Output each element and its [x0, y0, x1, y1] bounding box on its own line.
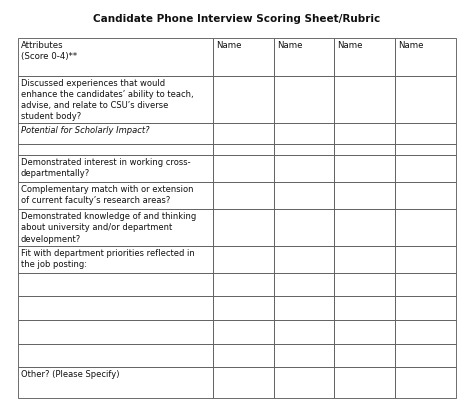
- Text: Name: Name: [398, 41, 424, 50]
- Bar: [213, 320, 273, 344]
- Text: Attributes
(Score 0-4)**: Attributes (Score 0-4)**: [21, 41, 77, 61]
- Text: Potential for Scholarly Impact?: Potential for Scholarly Impact?: [21, 126, 150, 135]
- Bar: [273, 182, 335, 209]
- Bar: [395, 155, 456, 182]
- Bar: [18, 123, 213, 144]
- Bar: [18, 296, 213, 320]
- Bar: [335, 367, 395, 398]
- Text: Name: Name: [216, 41, 241, 50]
- Bar: [335, 246, 395, 273]
- Bar: [273, 344, 335, 367]
- Bar: [213, 296, 273, 320]
- Bar: [213, 273, 273, 296]
- Bar: [273, 209, 335, 246]
- Text: Demonstrated interest in working cross-
departmentally?: Demonstrated interest in working cross- …: [21, 158, 191, 178]
- Bar: [395, 344, 456, 367]
- Bar: [335, 182, 395, 209]
- Bar: [273, 144, 335, 155]
- Bar: [273, 246, 335, 273]
- Bar: [18, 367, 213, 398]
- Bar: [335, 123, 395, 144]
- Bar: [273, 296, 335, 320]
- Bar: [213, 123, 273, 144]
- Text: Discussed experiences that would
enhance the candidates’ ability to teach,
advis: Discussed experiences that would enhance…: [21, 79, 193, 121]
- Bar: [395, 182, 456, 209]
- Bar: [335, 344, 395, 367]
- Text: Candidate Phone Interview Scoring Sheet/Rubric: Candidate Phone Interview Scoring Sheet/…: [93, 14, 381, 24]
- Bar: [213, 76, 273, 123]
- Bar: [273, 320, 335, 344]
- Bar: [335, 273, 395, 296]
- Bar: [395, 246, 456, 273]
- Bar: [335, 38, 395, 76]
- Bar: [395, 296, 456, 320]
- Bar: [18, 144, 213, 155]
- Bar: [335, 155, 395, 182]
- Bar: [18, 344, 213, 367]
- Bar: [213, 246, 273, 273]
- Bar: [18, 182, 213, 209]
- Bar: [18, 320, 213, 344]
- Bar: [335, 76, 395, 123]
- Bar: [395, 144, 456, 155]
- Bar: [395, 123, 456, 144]
- Bar: [213, 144, 273, 155]
- Text: Name: Name: [277, 41, 302, 50]
- Bar: [213, 155, 273, 182]
- Bar: [18, 246, 213, 273]
- Bar: [213, 367, 273, 398]
- Bar: [395, 38, 456, 76]
- Bar: [18, 273, 213, 296]
- Bar: [273, 38, 335, 76]
- Bar: [395, 76, 456, 123]
- Bar: [18, 209, 213, 246]
- Bar: [273, 76, 335, 123]
- Bar: [213, 182, 273, 209]
- Bar: [273, 155, 335, 182]
- Bar: [335, 144, 395, 155]
- Text: Fit with department priorities reflected in
the job posting:: Fit with department priorities reflected…: [21, 248, 195, 269]
- Bar: [18, 155, 213, 182]
- Bar: [273, 273, 335, 296]
- Text: Other? (Please Specify): Other? (Please Specify): [21, 370, 119, 379]
- Bar: [213, 209, 273, 246]
- Bar: [273, 367, 335, 398]
- Text: Name: Name: [337, 41, 363, 50]
- Text: Demonstrated knowledge of and thinking
about university and/or department
develo: Demonstrated knowledge of and thinking a…: [21, 212, 196, 244]
- Text: Complementary match with or extension
of current faculty’s research areas?: Complementary match with or extension of…: [21, 185, 193, 205]
- Bar: [395, 273, 456, 296]
- Bar: [335, 320, 395, 344]
- Bar: [18, 76, 213, 123]
- Bar: [273, 123, 335, 144]
- Bar: [335, 209, 395, 246]
- Bar: [213, 38, 273, 76]
- Bar: [395, 320, 456, 344]
- Bar: [395, 367, 456, 398]
- Bar: [335, 296, 395, 320]
- Bar: [18, 38, 213, 76]
- Bar: [213, 344, 273, 367]
- Bar: [395, 209, 456, 246]
